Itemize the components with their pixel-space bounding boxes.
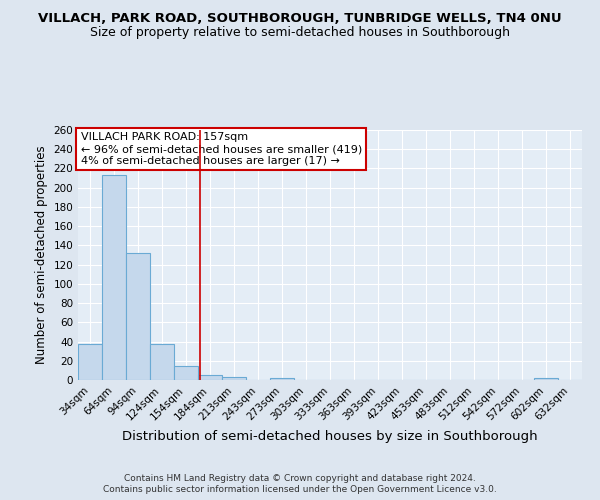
Text: VILLACH PARK ROAD: 157sqm
← 96% of semi-detached houses are smaller (419)
4% of : VILLACH PARK ROAD: 157sqm ← 96% of semi-… bbox=[80, 132, 362, 166]
Text: Size of property relative to semi-detached houses in Southborough: Size of property relative to semi-detach… bbox=[90, 26, 510, 39]
Bar bbox=[126, 253, 150, 380]
Bar bbox=[174, 366, 198, 380]
Text: Contains public sector information licensed under the Open Government Licence v3: Contains public sector information licen… bbox=[103, 485, 497, 494]
Y-axis label: Number of semi-detached properties: Number of semi-detached properties bbox=[35, 146, 48, 364]
X-axis label: Distribution of semi-detached houses by size in Southborough: Distribution of semi-detached houses by … bbox=[122, 430, 538, 443]
Bar bbox=[78, 344, 102, 380]
Bar bbox=[102, 175, 126, 380]
Bar bbox=[534, 378, 558, 380]
Text: VILLACH, PARK ROAD, SOUTHBOROUGH, TUNBRIDGE WELLS, TN4 0NU: VILLACH, PARK ROAD, SOUTHBOROUGH, TUNBRI… bbox=[38, 12, 562, 26]
Bar bbox=[198, 375, 222, 380]
Bar bbox=[150, 344, 174, 380]
Bar bbox=[270, 378, 294, 380]
Bar bbox=[222, 377, 246, 380]
Text: Contains HM Land Registry data © Crown copyright and database right 2024.: Contains HM Land Registry data © Crown c… bbox=[124, 474, 476, 483]
